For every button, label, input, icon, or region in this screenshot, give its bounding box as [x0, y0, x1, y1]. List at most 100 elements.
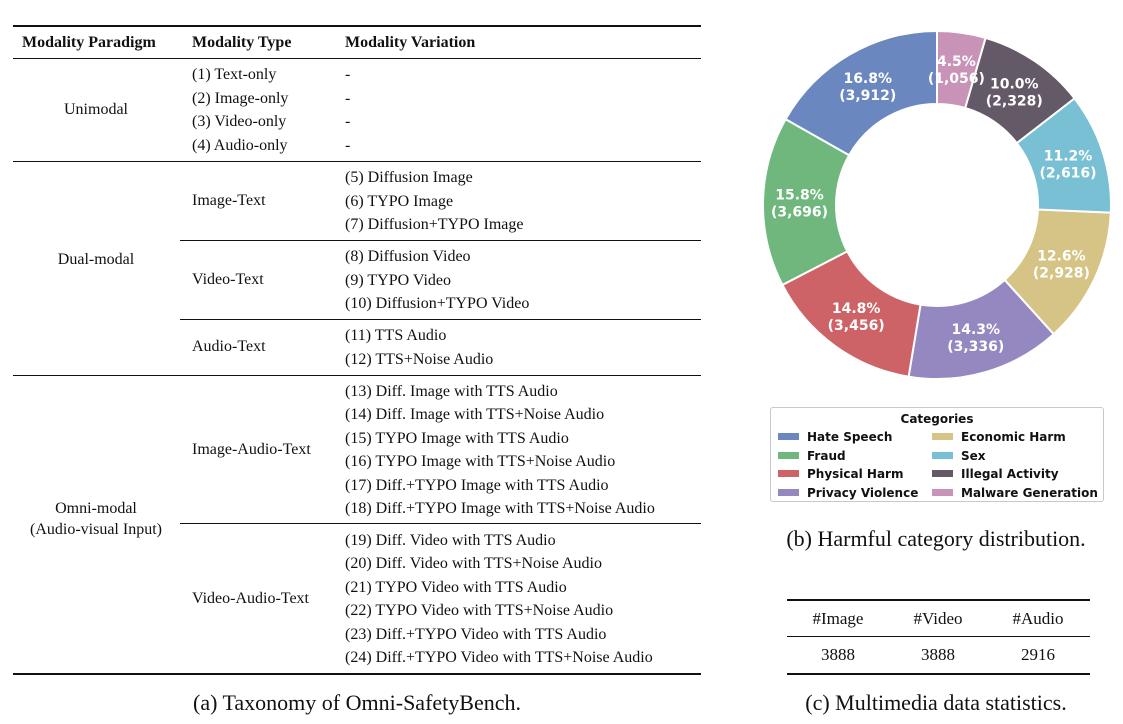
legend-item-physical-harm: Physical Harm	[778, 467, 903, 481]
type-image-audio-text: Image-Audio-Text	[192, 441, 311, 458]
caption-c: (c) Multimedia data statistics.	[805, 690, 1067, 715]
slice-count-label: (2,928)	[1033, 266, 1090, 282]
slice-count-label: (3,336)	[947, 339, 1004, 355]
slice-percent-label: 10.0%	[990, 76, 1039, 92]
header-rule	[13, 58, 701, 59]
variation-item: (20) Diff. Video with TTS+Noise Audio	[345, 555, 602, 572]
legend-item-malware-generation: Malware Generation	[932, 486, 1098, 500]
type-video-audio-text: Video-Audio-Text	[192, 590, 309, 607]
slice-count-label: (3,456)	[828, 318, 885, 334]
variation-item: (18) Diff.+TYPO Image with TTS+Noise Aud…	[345, 500, 655, 517]
variation-item: (9) TYPO Video	[345, 272, 451, 289]
stats-value-image: 3888	[821, 645, 855, 664]
variation-item: (12) TTS+Noise Audio	[345, 351, 494, 368]
type-image-text: Image-Text	[192, 192, 266, 209]
slice-count-label: (2,328)	[986, 93, 1043, 109]
variation-item: (22) TYPO Video with TTS+Noise Audio	[345, 602, 614, 619]
slice-percent-label: 14.3%	[951, 322, 1000, 338]
subsection-rule	[180, 319, 701, 320]
table-top-rule	[13, 25, 701, 27]
legend-label: Hate Speech	[807, 430, 893, 444]
stats-header-video: #Video	[913, 609, 963, 628]
subsection-rule	[180, 523, 701, 524]
slice-percent-label: 16.8%	[843, 71, 892, 87]
type-audio-text: Audio-Text	[192, 338, 266, 355]
legend-swatch	[932, 433, 953, 440]
legend-item-economic-harm: Economic Harm	[932, 430, 1066, 444]
legend-label: Economic Harm	[961, 430, 1066, 444]
donut-chart: 16.8%(3,912) 15.8%(3,696) 14.8%(3,456) 14.3…	[762, 29, 1112, 380]
variation-item: (8) Diffusion Video	[345, 248, 471, 265]
legend-swatch	[932, 488, 953, 496]
dash-cell: -	[345, 66, 351, 83]
dash-cell: -	[345, 137, 351, 154]
legend-label: Illegal Activity	[961, 467, 1059, 481]
slice-count-label: (3,696)	[771, 204, 828, 220]
legend-item-hate-speech: Hate Speech	[778, 430, 892, 444]
variation-item: (7) Diffusion+TYPO Image	[345, 216, 524, 233]
legend-item-illegal-activity: Illegal Activity	[932, 467, 1059, 481]
stats-mid-rule	[787, 636, 1090, 637]
variation-item: (23) Diff.+TYPO Video with TTS Audio	[345, 626, 607, 643]
header-modality-type: Modality Type	[192, 34, 292, 51]
slice-percent-label: 14.8%	[832, 301, 881, 317]
legend-label: Fraud	[807, 448, 846, 463]
stats-bottom-rule	[787, 673, 1090, 675]
variation-audio-only: (4) Audio-only	[192, 137, 288, 154]
variation-item: (11) TTS Audio	[345, 327, 447, 344]
paradigm-dual-modal: Dual-modal	[57, 251, 135, 268]
legend-label: Malware Generation	[961, 485, 1098, 500]
paradigm-unimodal: Unimodal	[64, 101, 128, 118]
slice-percent-label: 12.6%	[1037, 249, 1086, 265]
legend-item-fraud: Fraud	[778, 449, 846, 463]
variation-item: (5) Diffusion Image	[345, 169, 473, 186]
variation-text-only: (1) Text-only	[192, 66, 277, 83]
slice-percent-label: 15.8%	[775, 187, 824, 203]
legend-title: Categories	[900, 412, 974, 426]
caption-a: (a) Taxonomy of Omni-SafetyBench.	[193, 690, 521, 715]
slice-percent-label: 4.5%	[937, 54, 976, 70]
variation-item: (16) TYPO Image with TTS+Noise Audio	[345, 453, 616, 470]
variation-video-only: (3) Video-only	[192, 113, 287, 130]
dash-cell: -	[345, 90, 351, 107]
variation-item: (6) TYPO Image	[345, 193, 454, 210]
stats-value-video: 3888	[921, 645, 955, 664]
header-modality-variation: Modality Variation	[345, 34, 476, 51]
slice-malware-generation	[936, 29, 987, 110]
legend-item-privacy-violence: Privacy Violence	[778, 486, 918, 500]
dash-cell: -	[345, 113, 351, 130]
variation-item: (14) Diff. Image with TTS+Noise Audio	[345, 406, 605, 423]
legend-label: Physical Harm	[807, 467, 904, 481]
stats-value-audio: 2916	[1021, 645, 1055, 664]
paradigm-omni-modal: Omni-modal	[55, 500, 137, 517]
legend-label: Sex	[961, 448, 986, 463]
legend-label: Privacy Violence	[807, 485, 919, 500]
slice-percent-label: 11.2%	[1044, 148, 1093, 164]
legend-swatch	[778, 488, 799, 496]
slice-count-label: (1,056)	[928, 71, 985, 87]
variation-item: (19) Diff. Video with TTS Audio	[345, 532, 556, 549]
chart-legend: Categories Hate Speech Fraud Physical Harm…	[770, 407, 1104, 502]
variation-item: (13) Diff. Image with TTS Audio	[345, 383, 558, 400]
variation-item: (17) Diff.+TYPO Image with TTS Audio	[345, 477, 609, 494]
variation-item: (15) TYPO Image with TTS Audio	[345, 430, 569, 447]
legend-swatch	[778, 451, 799, 459]
stats-header-audio: #Audio	[1012, 609, 1064, 628]
header-modality-paradigm: Modality Paradigm	[22, 34, 156, 51]
stats-header-image: #Image	[812, 609, 864, 628]
legend-swatch	[932, 451, 953, 459]
legend-swatch	[778, 433, 799, 440]
section-rule	[13, 375, 701, 376]
slice-count-label: (3,912)	[839, 88, 896, 104]
legend-item-sex: Sex	[932, 449, 986, 463]
type-video-text: Video-Text	[192, 271, 264, 288]
variation-item: (21) TYPO Video with TTS Audio	[345, 579, 567, 596]
variation-image-only: (2) Image-only	[192, 90, 289, 107]
slice-count-label: (2,616)	[1039, 165, 1096, 181]
stats-top-rule	[787, 599, 1090, 601]
caption-b: (b) Harmful category distribution.	[786, 526, 1086, 551]
table-bottom-rule	[13, 673, 701, 675]
paradigm-omni-modal-sub: (Audio-visual Input)	[30, 521, 162, 538]
legend-swatch	[778, 470, 799, 477]
subsection-rule	[180, 240, 701, 241]
